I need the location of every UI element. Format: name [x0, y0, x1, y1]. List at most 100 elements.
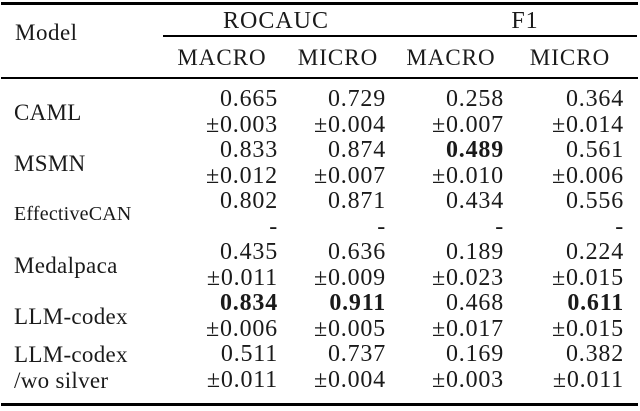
table-header-cmidrule [163, 35, 637, 37]
table-body: CAML 0.665 ±0.003 0.729 ±0.004 0.258 ±0.… [0, 86, 630, 393]
metric-cell: 0.665 ±0.003 [160, 86, 284, 138]
metric-value: 0.258 [446, 86, 504, 112]
metric-cell: 0.871 - [284, 188, 392, 240]
metric-error: ±0.011 [206, 264, 278, 291]
metric-value: 0.561 [566, 137, 624, 163]
metric-value: 0.364 [566, 86, 624, 112]
metric-value: 0.468 [446, 290, 504, 316]
table-row: LLM-codex /wo silver 0.511 ±0.011 0.737 … [0, 341, 630, 393]
metric-value: 0.556 [566, 188, 624, 214]
metric-error: ±0.003 [432, 366, 504, 393]
metric-value: 0.729 [328, 86, 386, 112]
metric-error: ±0.011 [552, 366, 624, 393]
table-bottom-rule [1, 403, 638, 406]
metric-error: ±0.017 [432, 315, 504, 342]
metric-error: ±0.015 [552, 264, 624, 291]
metric-value: 0.911 [329, 290, 386, 316]
metric-cell: 0.169 ±0.003 [392, 341, 510, 393]
metric-value: 0.435 [220, 239, 278, 265]
metric-value: 0.834 [220, 290, 278, 316]
metric-cell: 0.364 ±0.014 [510, 86, 630, 138]
metric-cell: 0.468 ±0.017 [392, 290, 510, 342]
metric-cell: 0.834 ±0.006 [160, 290, 284, 342]
metric-value: 0.511 [220, 341, 278, 367]
subheader-f1-micro: MICRO [529, 44, 611, 70]
metric-cell: 0.224 ±0.015 [510, 239, 630, 291]
model-name-cell: Medalpaca [0, 240, 160, 291]
metric-cell: 0.434 - [392, 188, 510, 240]
metric-value: 0.382 [566, 341, 624, 367]
table-row: MSMN 0.833 ±0.012 0.874 ±0.007 0.489 ±0.… [0, 137, 630, 189]
group-header-f1-label: F1 [511, 8, 539, 34]
subheader-rocauc-macro: MACRO [177, 44, 267, 70]
metric-error: ±0.023 [432, 264, 504, 291]
metric-cell: 0.729 ±0.004 [284, 86, 392, 138]
metric-value: 0.169 [446, 341, 504, 367]
table-row: EffectiveCAN 0.802 - 0.871 - 0.434 - 0.5… [0, 188, 630, 240]
metric-error: ±0.015 [552, 315, 624, 342]
metric-error: - [269, 213, 278, 240]
metric-error: ±0.004 [314, 366, 386, 393]
metric-cell: 0.189 ±0.023 [392, 239, 510, 291]
model-name: Medalpaca [14, 252, 118, 278]
model-name-cell: LLM-codex /wo silver [0, 342, 160, 393]
table-top-rule [1, 2, 638, 5]
metric-error: ±0.007 [314, 162, 386, 189]
metric-cell: 0.489 ±0.010 [392, 137, 510, 189]
model-name-cell: LLM-codex [0, 291, 160, 342]
table-header: Model ROCAUC F1 MACRO MICRO MACRO MICRO [0, 5, 630, 77]
group-header-rocauc-label: ROCAUC [222, 8, 330, 34]
subheader-rocauc-micro: MICRO [297, 44, 379, 70]
metric-cell: 0.561 ±0.006 [510, 137, 630, 189]
metric-cell: 0.611 ±0.015 [510, 290, 630, 342]
subheader-f1-macro: MACRO [406, 44, 496, 70]
metric-error: ±0.014 [552, 111, 624, 138]
metric-value: 0.871 [328, 188, 386, 214]
metric-error: ±0.011 [206, 366, 278, 393]
metric-value: 0.833 [220, 137, 278, 163]
metric-value: 0.224 [566, 239, 624, 265]
metric-error: ±0.007 [432, 111, 504, 138]
metric-error: ±0.006 [552, 162, 624, 189]
metric-error: ±0.003 [206, 111, 278, 138]
metric-value: 0.189 [446, 239, 504, 265]
metric-error: ±0.005 [314, 315, 386, 342]
metric-error: ±0.004 [314, 111, 386, 138]
metric-value: 0.802 [220, 188, 278, 214]
metric-value: 0.874 [328, 137, 386, 163]
metric-error: ±0.006 [206, 315, 278, 342]
metric-value: 0.665 [220, 86, 278, 112]
model-name-cell: CAML [0, 87, 160, 138]
model-name: EffectiveCAN [14, 202, 132, 225]
metric-value: 0.434 [446, 188, 504, 214]
table-row: CAML 0.665 ±0.003 0.729 ±0.004 0.258 ±0.… [0, 86, 630, 138]
metric-cell: 0.833 ±0.012 [160, 137, 284, 189]
model-name: MSMN [14, 150, 86, 176]
table-row: LLM-codex 0.834 ±0.006 0.911 ±0.005 0.46… [0, 290, 630, 342]
group-header-rocauc: ROCAUC [160, 5, 392, 38]
model-name-cell: EffectiveCAN [0, 189, 160, 240]
metric-value: 0.489 [446, 137, 504, 163]
metric-error: - [615, 213, 624, 240]
metric-cell: 0.556 - [510, 188, 630, 240]
metric-cell: 0.636 ±0.009 [284, 239, 392, 291]
metric-value: 0.636 [328, 239, 386, 265]
model-name: CAML [14, 99, 82, 125]
metric-value: 0.611 [567, 290, 624, 316]
table-header-midrule [1, 77, 638, 79]
metric-cell: 0.435 ±0.011 [160, 239, 284, 291]
model-name: LLM-codex [14, 303, 128, 329]
metric-error: - [495, 213, 504, 240]
metric-cell: 0.258 ±0.007 [392, 86, 510, 138]
metric-value: 0.737 [328, 341, 386, 367]
metric-error: ±0.010 [432, 162, 504, 189]
metric-cell: 0.737 ±0.004 [284, 341, 392, 393]
metric-cell: 0.874 ±0.007 [284, 137, 392, 189]
model-column-header: Model [15, 19, 78, 45]
model-name: LLM-codex [14, 342, 128, 367]
metric-error: ±0.012 [206, 162, 278, 189]
metric-cell: 0.911 ±0.005 [284, 290, 392, 342]
metric-error: ±0.009 [314, 264, 386, 291]
group-header-f1: F1 [392, 5, 630, 38]
